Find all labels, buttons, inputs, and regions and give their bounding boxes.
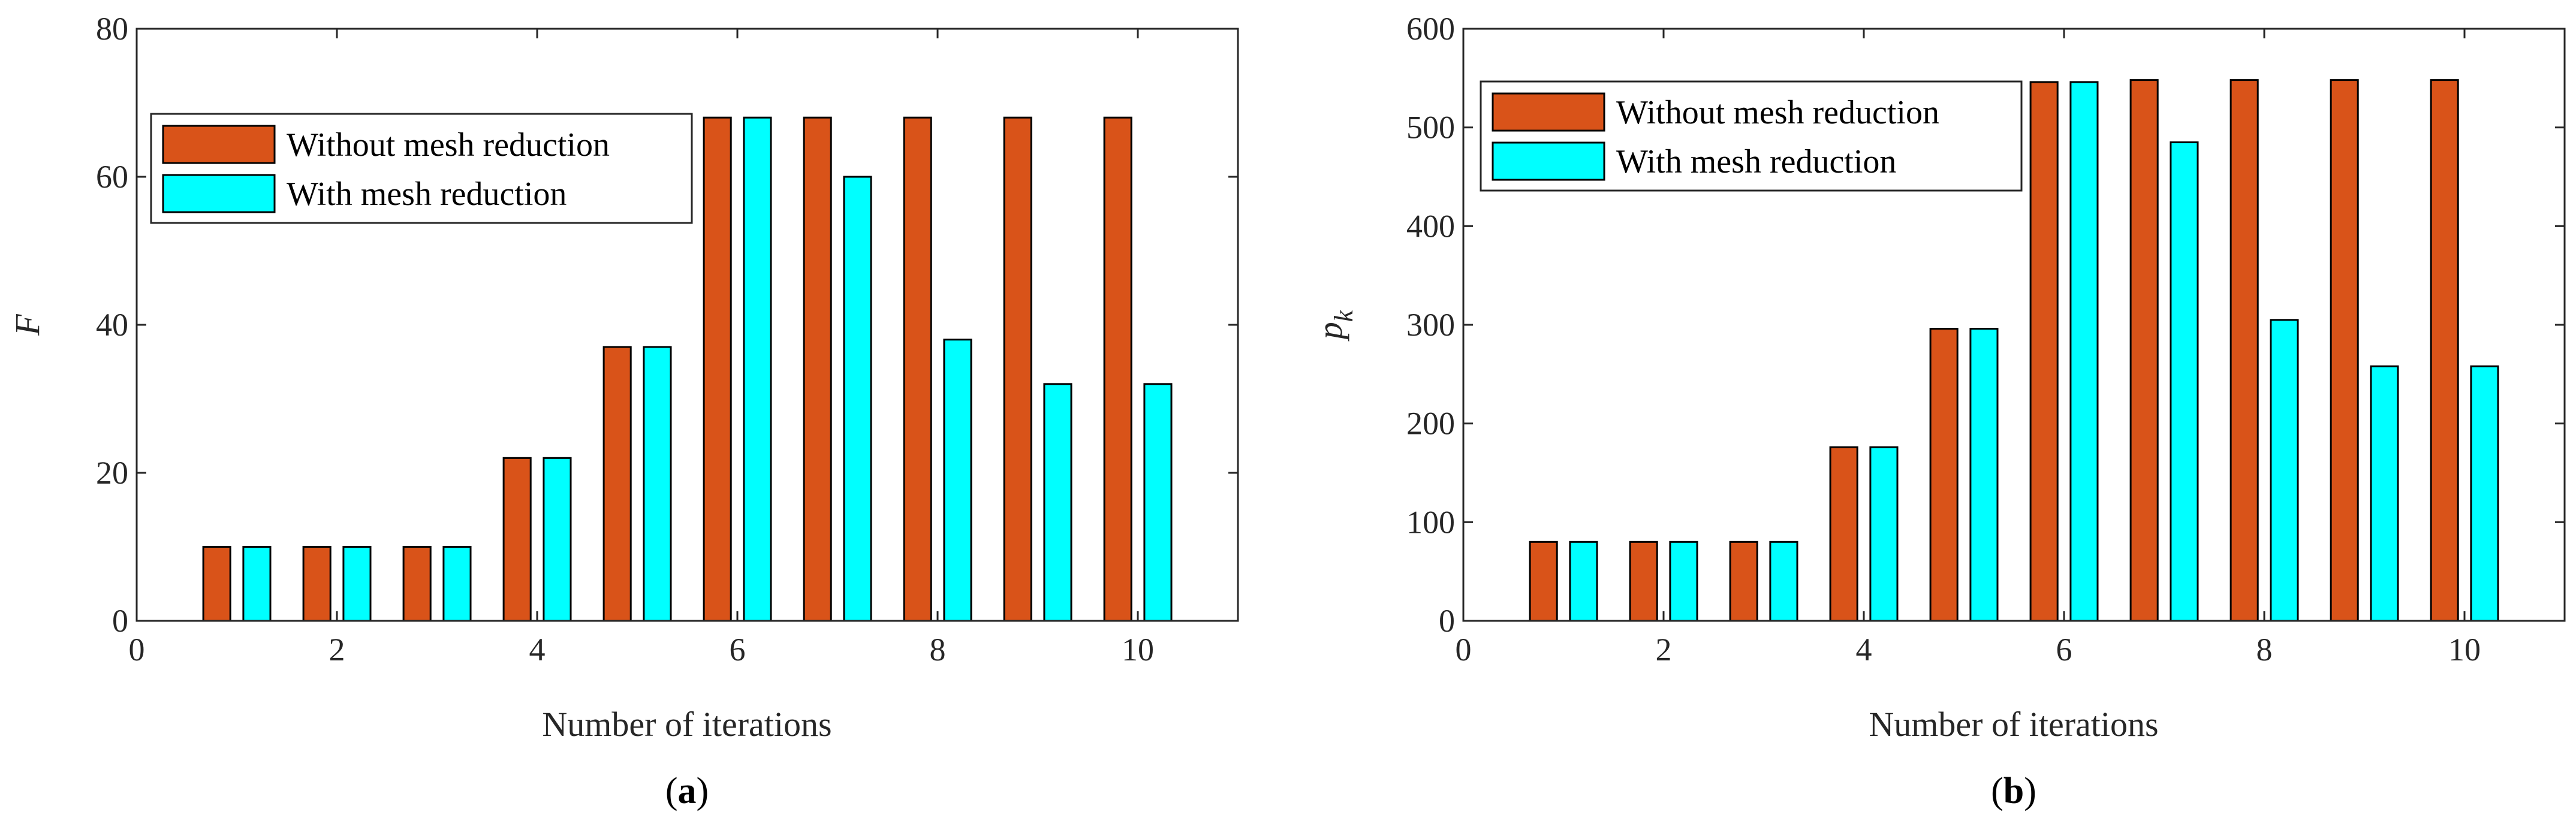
bar-with-mesh-reduction-6: [2069, 81, 2099, 622]
y-tick-label: 0: [1439, 603, 1455, 639]
x-tick-label: 10: [1122, 632, 1154, 668]
panel-label-a: (a): [665, 771, 709, 811]
x-tick-label: 6: [730, 632, 746, 668]
bar-with-mesh-reduction-1: [242, 546, 272, 622]
bar-with-mesh-reduction-6: [743, 116, 772, 622]
bar-with-mesh-reduction-2: [342, 546, 372, 622]
x-tick-label: 0: [129, 632, 145, 668]
bar-without-mesh-reduction-1: [202, 546, 231, 622]
bar-with-mesh-reduction-5: [1969, 328, 1999, 622]
y-tick-label: 80: [96, 11, 128, 47]
y-tick-label: 400: [1406, 208, 1455, 244]
bar-with-mesh-reduction-10: [1143, 383, 1173, 622]
x-tick-label: 0: [1456, 632, 1472, 668]
legend-label-with: With mesh reduction: [1616, 143, 1896, 180]
y-tick-label: 600: [1406, 11, 1455, 47]
bar-without-mesh-reduction-4: [502, 457, 532, 622]
bar-without-mesh-reduction-9: [1003, 116, 1032, 622]
bar-with-mesh-reduction-9: [1043, 383, 1072, 622]
x-tick-label: 8: [2256, 632, 2273, 668]
y-axis-label: pk: [1310, 309, 1358, 342]
bars-group: [1529, 79, 2499, 622]
bar-with-mesh-reduction-1: [1569, 541, 1598, 622]
bar-without-mesh-reduction-7: [2129, 79, 2159, 622]
y-tick-label: 200: [1406, 406, 1455, 442]
bars-group: [202, 116, 1173, 622]
y-tick-label: 20: [96, 455, 128, 491]
legend: Without mesh reduction With mesh reducti…: [1480, 80, 2023, 192]
bar-with-mesh-reduction-7: [843, 176, 872, 622]
x-tick-label: 10: [2448, 632, 2481, 668]
ticks-group: 0 2 4 6 8 10 0 20 40 60 80: [96, 11, 1238, 668]
legend-swatch-without: [162, 125, 276, 164]
y-tick-label: 0: [112, 603, 128, 639]
x-axis-label: Number of iterations: [542, 705, 831, 744]
bar-with-mesh-reduction-10: [2470, 365, 2499, 622]
bar-with-mesh-reduction-8: [943, 339, 972, 622]
bar-without-mesh-reduction-2: [302, 546, 332, 622]
legend-swatch-without: [1492, 92, 1605, 132]
x-tick-label: 2: [1656, 632, 1672, 668]
y-tick-label: 60: [96, 159, 128, 195]
bar-without-mesh-reduction-8: [2229, 79, 2259, 622]
bar-with-mesh-reduction-5: [643, 346, 672, 622]
y-tick-label: 40: [96, 307, 128, 343]
y-tick-label: 300: [1406, 307, 1455, 343]
bar-without-mesh-reduction-5: [602, 346, 632, 622]
legend-label-without: Without mesh reduction: [287, 126, 610, 164]
bar-without-mesh-reduction-10: [1103, 116, 1132, 622]
y-tick-label: 500: [1406, 110, 1455, 146]
bar-without-mesh-reduction-2: [1629, 541, 1658, 622]
bar-without-mesh-reduction-1: [1529, 541, 1558, 622]
legend: Without mesh reduction With mesh reducti…: [150, 113, 693, 224]
bar-without-mesh-reduction-10: [2430, 79, 2459, 622]
bar-without-mesh-reduction-8: [903, 116, 932, 622]
y-tick-label: 100: [1406, 504, 1455, 540]
bar-with-mesh-reduction-4: [543, 457, 572, 622]
bar-without-mesh-reduction-3: [402, 546, 432, 622]
bar-without-mesh-reduction-6: [703, 116, 732, 622]
bar-with-mesh-reduction-2: [1669, 541, 1698, 622]
bar-with-mesh-reduction-3: [1769, 541, 1798, 622]
bar-without-mesh-reduction-6: [2029, 81, 2059, 622]
bar-without-mesh-reduction-7: [803, 116, 832, 622]
legend-label-without: Without mesh reduction: [1616, 94, 1939, 131]
bar-without-mesh-reduction-4: [1829, 446, 1858, 622]
bar-without-mesh-reduction-3: [1729, 541, 1758, 622]
bar-with-mesh-reduction-7: [2170, 141, 2199, 622]
x-tick-label: 8: [930, 632, 946, 668]
x-axis-label: Number of iterations: [1869, 705, 2158, 744]
legend-label-with: With mesh reduction: [287, 176, 567, 213]
bar-with-mesh-reduction-4: [1869, 446, 1899, 622]
x-tick-label: 4: [529, 632, 546, 668]
x-tick-label: 6: [2056, 632, 2072, 668]
panel-label-b: (b): [1991, 771, 2036, 811]
legend-swatch-with: [162, 174, 276, 213]
bar-without-mesh-reduction-5: [1929, 328, 1959, 622]
x-tick-label: 4: [1856, 632, 1872, 668]
bar-with-mesh-reduction-9: [2370, 365, 2399, 622]
bar-with-mesh-reduction-8: [2270, 319, 2299, 622]
legend-swatch-with: [1492, 141, 1605, 181]
bar-without-mesh-reduction-9: [2330, 79, 2359, 622]
y-axis-label: F: [8, 314, 47, 336]
bar-with-mesh-reduction-3: [442, 546, 472, 622]
x-tick-label: 2: [329, 632, 345, 668]
